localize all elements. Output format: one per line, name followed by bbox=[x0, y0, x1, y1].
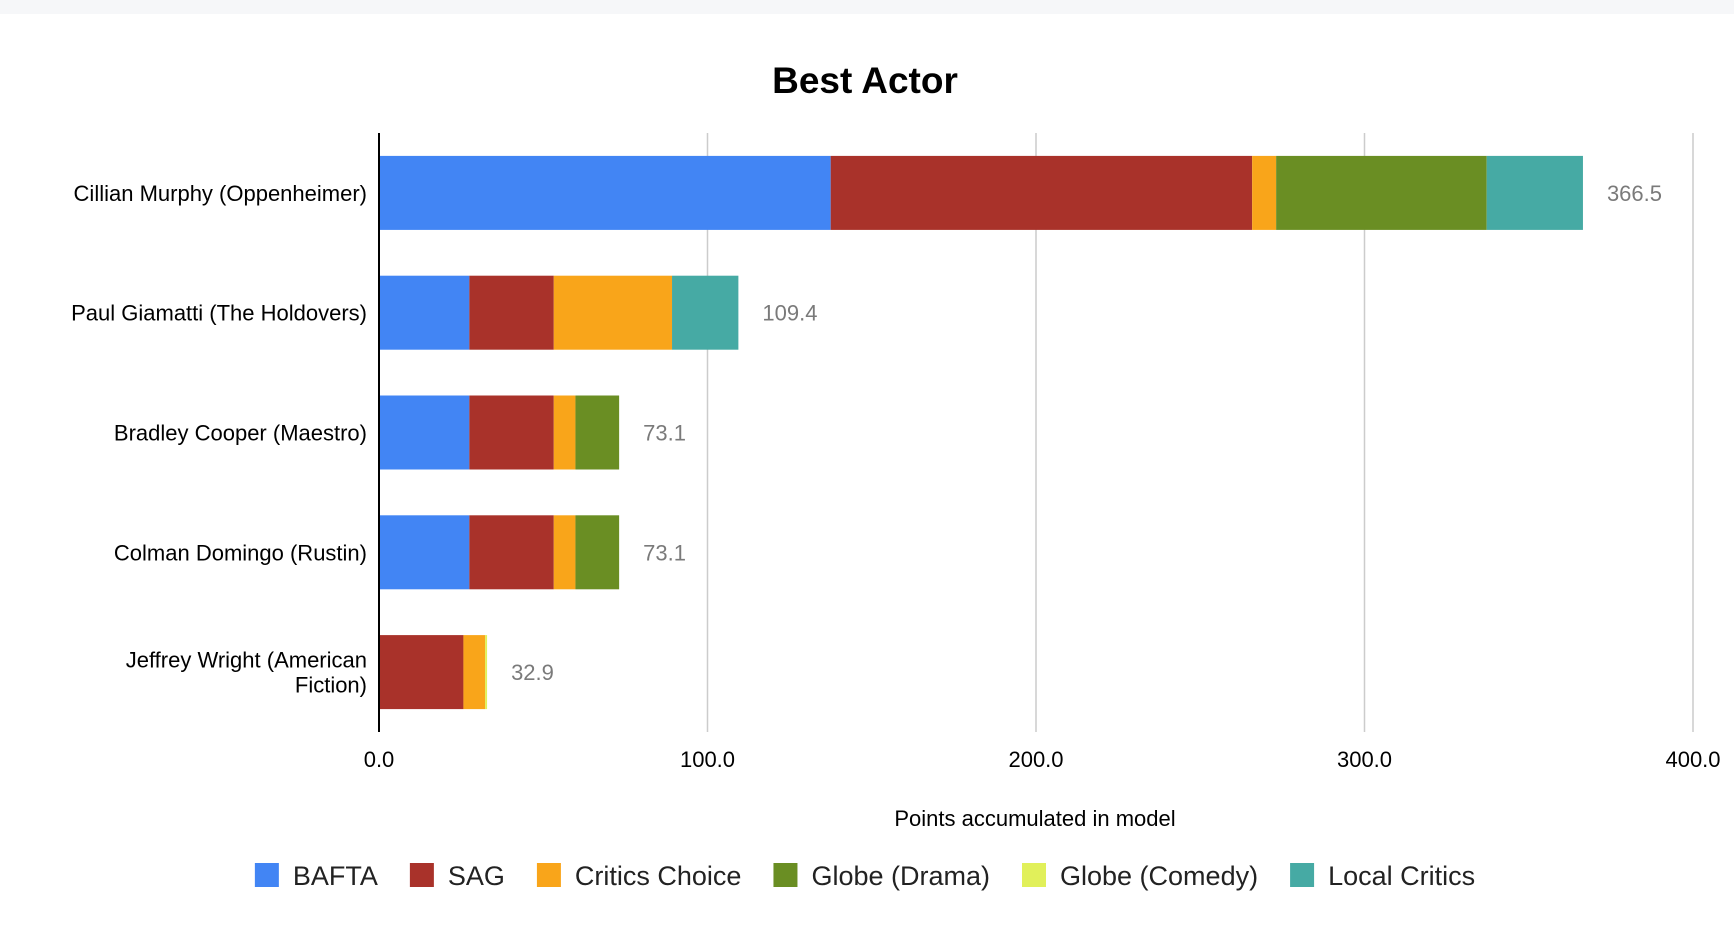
category-label: Fiction) bbox=[295, 673, 367, 698]
legend-label: Local Critics bbox=[1328, 861, 1475, 891]
x-tick-label: 200.0 bbox=[1008, 747, 1063, 772]
legend-item-globe-drama-[interactable]: Globe (Drama) bbox=[773, 861, 990, 891]
bar-segment-critics-choice bbox=[553, 515, 576, 590]
bar-segment-globe-comedy- bbox=[485, 635, 488, 710]
bar-segment-bafta bbox=[379, 275, 470, 350]
x-tick-label: 0.0 bbox=[364, 747, 395, 772]
x-axis-title: Points accumulated in model bbox=[894, 806, 1175, 831]
bar-segment-globe-drama- bbox=[1276, 155, 1487, 230]
category-label: Paul Giamatti (The Holdovers) bbox=[71, 301, 367, 326]
category-label: Bradley Cooper (Maestro) bbox=[114, 421, 367, 446]
legend-swatch bbox=[409, 863, 434, 887]
bar-segment-bafta bbox=[379, 395, 470, 470]
total-data-label: 73.1 bbox=[643, 540, 686, 565]
legend-item-bafta[interactable]: BAFTA bbox=[254, 861, 378, 891]
bar-segment-sag bbox=[469, 275, 554, 350]
x-tick-label: 400.0 bbox=[1665, 747, 1720, 772]
category-label: Jeffrey Wright (American bbox=[126, 648, 367, 673]
legend-swatch bbox=[773, 863, 798, 887]
legend-label: BAFTA bbox=[293, 861, 378, 891]
legend-item-sag[interactable]: SAG bbox=[409, 861, 505, 891]
bar-segment-globe-drama- bbox=[575, 395, 620, 470]
bar-segment-critics-choice bbox=[1252, 155, 1277, 230]
bar-segment-bafta bbox=[379, 155, 831, 230]
legend-swatch bbox=[254, 863, 279, 887]
legend[interactable]: BAFTA SAG Critics Choice Globe (Drama) Globe… bbox=[254, 861, 1475, 891]
legend-label: SAG bbox=[448, 861, 505, 891]
chart-title: Best Actor bbox=[772, 60, 958, 101]
bar-segment-globe-drama- bbox=[575, 515, 620, 590]
bar-segment-local-critics bbox=[1486, 155, 1583, 230]
bar-segment-sag bbox=[469, 515, 554, 590]
bar-segment-critics-choice bbox=[553, 395, 576, 470]
bar-segment-sag bbox=[379, 635, 464, 710]
category-label: Cillian Murphy (Oppenheimer) bbox=[74, 181, 367, 206]
x-tick-label: 100.0 bbox=[680, 747, 735, 772]
top-strip bbox=[0, 0, 1734, 14]
x-tick-label: 300.0 bbox=[1337, 747, 1392, 772]
x-tick-labels: 0.0 100.0 200.0 300.0 400.0 bbox=[364, 747, 1721, 772]
legend-item-local-critics[interactable]: Local Critics bbox=[1290, 861, 1475, 891]
bars bbox=[379, 155, 1583, 710]
bar-segment-sag bbox=[830, 155, 1253, 230]
legend-swatch bbox=[1022, 863, 1047, 887]
total-data-label: 109.4 bbox=[762, 301, 817, 326]
bar-segment-local-critics bbox=[672, 275, 739, 350]
total-data-label: 73.1 bbox=[643, 421, 686, 446]
bar-segment-critics-choice bbox=[553, 275, 673, 350]
total-labels: 366.5 109.4 73.1 73.1 32.9 bbox=[511, 181, 1662, 685]
total-data-label: 366.5 bbox=[1607, 181, 1662, 206]
legend-swatch bbox=[1290, 863, 1315, 887]
legend-swatch bbox=[536, 863, 561, 887]
category-labels: Cillian Murphy (Oppenheimer) Paul Giamatt… bbox=[71, 181, 367, 698]
bar-segment-bafta bbox=[379, 515, 470, 590]
legend-label: Critics Choice bbox=[575, 861, 742, 891]
bar-segment-sag bbox=[469, 395, 554, 470]
category-label: Colman Domingo (Rustin) bbox=[114, 540, 367, 565]
legend-label: Globe (Comedy) bbox=[1060, 861, 1258, 891]
gridlines bbox=[706, 133, 1694, 732]
bar-segment-critics-choice bbox=[463, 635, 486, 710]
legend-item-critics-choice[interactable]: Critics Choice bbox=[536, 861, 742, 891]
legend-item-globe-comedy-[interactable]: Globe (Comedy) bbox=[1022, 861, 1258, 891]
legend-label: Globe (Drama) bbox=[811, 861, 990, 891]
total-data-label: 32.9 bbox=[511, 660, 554, 685]
